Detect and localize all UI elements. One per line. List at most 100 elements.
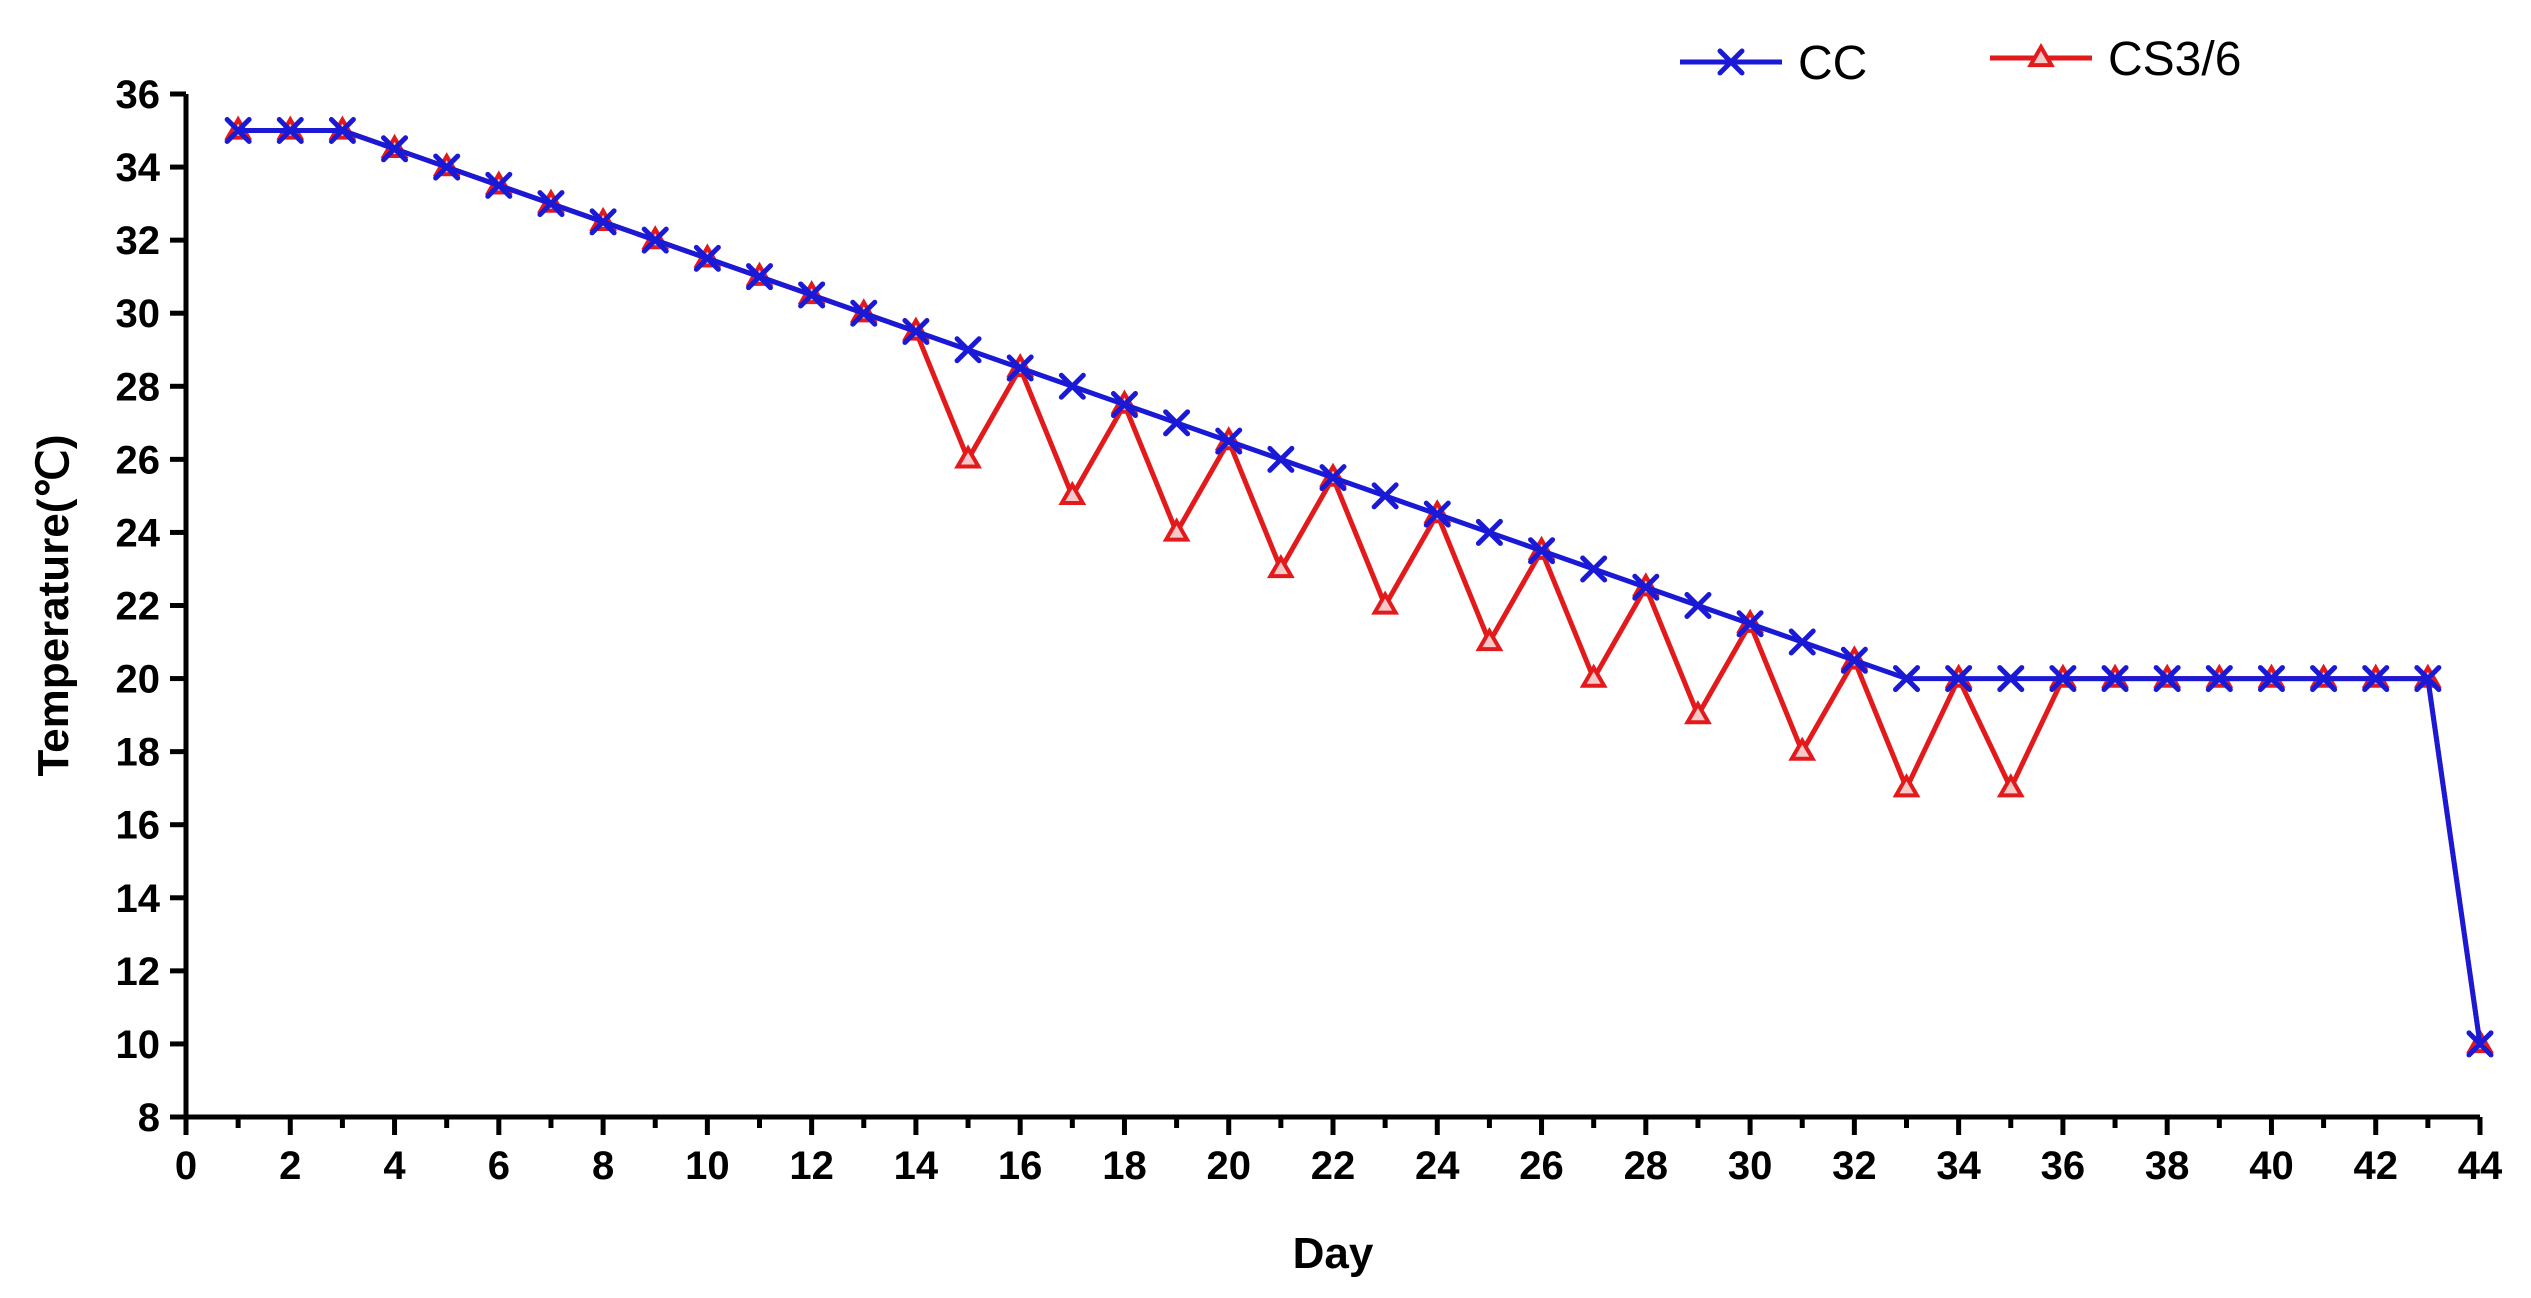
marker-stroke xyxy=(1319,464,1347,492)
marker-stroke xyxy=(224,117,252,145)
data-point-cc xyxy=(485,171,513,199)
series-layer xyxy=(224,115,2494,1058)
data-point-cc xyxy=(224,117,252,145)
legend-item-cs3-6: CS3/6 xyxy=(1990,33,2241,86)
y-axis-title: Temperature(℃) xyxy=(29,435,78,777)
marker-stroke xyxy=(1475,518,1503,546)
data-point-cs3-6 xyxy=(1788,736,1817,761)
marker-stroke xyxy=(1684,592,1712,619)
data-point-cc xyxy=(2257,665,2285,693)
x-tick-label: 28 xyxy=(1624,1144,1669,1188)
marker-stroke xyxy=(746,263,773,291)
data-point-cs3-6 xyxy=(1162,517,1191,542)
marker-stroke xyxy=(1893,665,1920,693)
marker-stroke xyxy=(1163,409,1191,437)
y-tick-label: 36 xyxy=(116,73,161,117)
data-point-cc xyxy=(850,299,878,327)
y-tick-label: 26 xyxy=(116,438,161,482)
marker-stroke xyxy=(2205,665,2233,693)
legend-marker xyxy=(2027,42,2055,68)
legend-label: CC xyxy=(1798,37,1867,90)
x-tick-label: 6 xyxy=(488,1144,510,1188)
marker-stroke xyxy=(1632,573,1660,601)
marker-stroke xyxy=(1788,628,1816,656)
x-tick-label: 8 xyxy=(592,1144,614,1188)
data-point-cs3-6 xyxy=(1579,663,1608,688)
data-point-cc xyxy=(433,153,461,181)
data-point-cc xyxy=(954,336,982,364)
marker-stroke xyxy=(537,190,565,218)
marker-stroke xyxy=(2414,665,2442,693)
marker-stroke xyxy=(1997,665,2025,693)
x-tick-label: 30 xyxy=(1728,1144,1773,1188)
data-point-cc xyxy=(1997,665,2025,693)
marker-stroke xyxy=(2362,665,2390,693)
data-point-cc xyxy=(2153,665,2181,693)
data-point-cs3-6 xyxy=(1475,627,1504,652)
data-point-cc xyxy=(589,208,617,236)
data-point-cc xyxy=(1893,665,1920,693)
data-point-cc xyxy=(1945,665,1973,693)
data-point-cc xyxy=(1267,445,1295,473)
marker-stroke xyxy=(798,281,826,309)
y-tick-label: 20 xyxy=(116,658,161,702)
x-tick-label: 22 xyxy=(1311,1144,1356,1188)
y-tick-label: 14 xyxy=(116,877,161,921)
y-tick-label: 22 xyxy=(116,585,161,629)
y-tick-label: 30 xyxy=(116,292,161,336)
data-point-cc xyxy=(328,117,356,145)
marker-stroke xyxy=(1215,427,1243,455)
x-tick-label: 4 xyxy=(383,1144,406,1188)
data-point-cc xyxy=(902,317,930,345)
marker-stroke xyxy=(1717,48,1745,76)
marker-stroke xyxy=(1423,500,1451,528)
y-tick-label: 8 xyxy=(138,1096,160,1140)
marker-stroke xyxy=(2153,665,2181,693)
data-point-cc xyxy=(2466,1030,2494,1058)
series-cc xyxy=(224,117,2494,1058)
data-point-cc xyxy=(1215,427,1243,455)
marker-stroke xyxy=(2049,665,2077,693)
x-tick-label: 14 xyxy=(894,1144,939,1188)
marker-stroke xyxy=(1267,445,1295,473)
data-point-cc xyxy=(1788,628,1816,656)
data-point-cc xyxy=(1058,372,1086,400)
data-point-cs3-6 xyxy=(1371,590,1400,615)
y-tick-label: 32 xyxy=(116,219,161,263)
x-tick-label: 12 xyxy=(789,1144,834,1188)
marker-stroke xyxy=(693,244,721,272)
data-point-cc xyxy=(1528,537,1556,565)
data-point-cs3-6 xyxy=(1684,700,1712,725)
legend: CC CS3/6 xyxy=(1680,33,2241,90)
data-point-cc xyxy=(2310,665,2338,693)
marker-stroke xyxy=(433,153,461,181)
y-tick-label: 16 xyxy=(116,804,161,848)
x-tick-label: 42 xyxy=(2353,1144,2398,1188)
x-tick-label: 24 xyxy=(1415,1144,1460,1188)
marker-stroke xyxy=(328,117,356,145)
x-tick-label: 34 xyxy=(1936,1144,1981,1188)
x-tick-label: 20 xyxy=(1206,1144,1251,1188)
x-tick-label: 2 xyxy=(279,1144,301,1188)
data-point-cc xyxy=(1475,518,1503,546)
x-tick-label: 0 xyxy=(175,1144,197,1188)
marker-stroke xyxy=(2101,665,2129,693)
data-point-cc xyxy=(1684,592,1712,619)
series-line-cs3-6 xyxy=(238,128,2483,1045)
data-point-cs3-6 xyxy=(954,444,982,469)
y-tick-label: 28 xyxy=(116,365,161,409)
marker-stroke xyxy=(902,317,930,345)
data-point-cs3-6 xyxy=(1892,773,1921,798)
marker-stroke xyxy=(589,208,617,236)
series-line-cc xyxy=(238,128,2483,1045)
x-tick-label: 44 xyxy=(2458,1144,2503,1188)
data-point-cc xyxy=(381,135,409,163)
marker-stroke xyxy=(2257,665,2285,693)
data-point-cc xyxy=(1840,646,1868,674)
data-point-cc xyxy=(1580,555,1608,583)
data-point-cc xyxy=(2049,665,2077,693)
x-tick-label: 40 xyxy=(2249,1144,2294,1188)
data-point-cs3-6 xyxy=(1266,553,1295,579)
data-point-cc xyxy=(2101,665,2129,693)
data-point-cc xyxy=(1736,610,1764,638)
